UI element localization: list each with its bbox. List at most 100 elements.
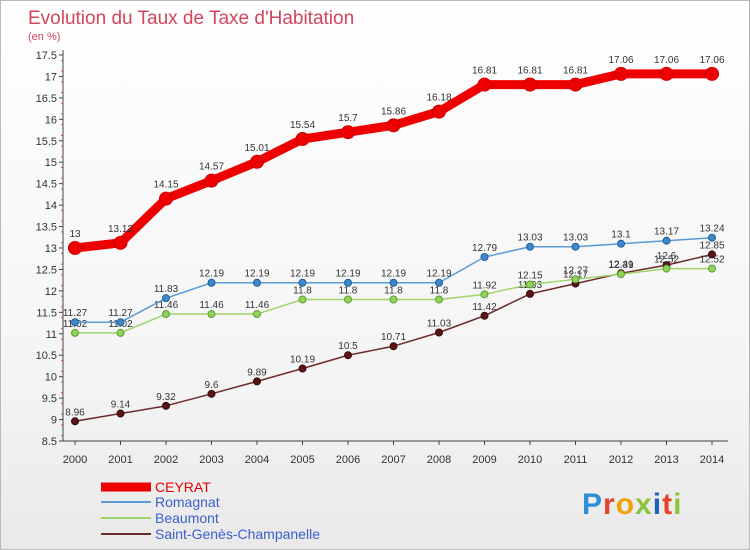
data-label: 12.17 <box>563 270 588 281</box>
logo-letter: t <box>662 488 674 521</box>
data-point <box>159 191 173 206</box>
data-label: 15.54 <box>290 120 315 131</box>
data-label: 10.19 <box>290 355 315 366</box>
data-point <box>253 310 261 319</box>
data-label: 11.46 <box>245 300 270 311</box>
data-label: 12.52 <box>654 255 679 266</box>
data-point <box>435 295 443 304</box>
data-label: 11.8 <box>430 285 449 296</box>
series-romagnat: 11.27 11.27 11.83 12.19 12.19 12.19 12.19 12.19… <box>63 224 725 327</box>
legend: CEYRATRomagnatBeaumontSaint-Genès-Champa… <box>101 479 320 542</box>
data-label: 15.01 <box>244 143 269 154</box>
data-label: 13.1 <box>611 230 631 241</box>
data-point <box>659 66 674 81</box>
data-label: 12.85 <box>699 240 724 251</box>
data-point <box>113 235 128 250</box>
logo-letter: o <box>615 488 636 521</box>
data-point <box>116 409 125 418</box>
series-ceyrat: 13 13.12 14.15 14.57 15.01 15.54 15.7 15.86 16.1… <box>68 55 725 255</box>
data-label: 15.7 <box>338 113 358 124</box>
y-tick-label: 15 <box>45 157 57 169</box>
data-point <box>207 278 216 287</box>
data-point <box>344 351 352 360</box>
legend-label: Beaumont <box>155 510 219 526</box>
series-beaumont: 11.0211.0211.4611.4611.4611.811.811.811.… <box>63 255 725 337</box>
data-point <box>526 289 534 298</box>
data-label: 12.52 <box>699 255 724 266</box>
data-point <box>204 173 219 188</box>
data-point <box>389 342 398 351</box>
data-point <box>389 295 398 304</box>
y-tick-label: 16.5 <box>36 93 57 105</box>
y-tick-label: 16 <box>45 114 57 126</box>
data-point <box>617 270 625 279</box>
y-tick-label: 15.5 <box>36 136 57 148</box>
data-label: 15.86 <box>381 106 406 117</box>
y-tick-label: 13 <box>45 243 57 255</box>
legend-label: Saint-Genès-Champanelle <box>155 526 320 542</box>
data-point <box>477 77 492 92</box>
data-label: 16.81 <box>563 66 588 77</box>
data-point <box>705 66 719 81</box>
data-label: 11.42 <box>472 302 497 313</box>
data-label: 11.92 <box>472 280 497 291</box>
data-point <box>162 294 170 303</box>
data-label: 12.27 <box>563 265 588 276</box>
x-tick-label: 2011 <box>564 454 588 466</box>
data-point <box>298 364 307 373</box>
y-tick-label: 17.5 <box>36 50 57 62</box>
logo-letter: i <box>652 488 663 521</box>
data-label: 13 <box>69 229 81 240</box>
data-point <box>207 389 216 398</box>
data-point <box>526 280 534 289</box>
legend-label: CEYRAT <box>155 479 211 495</box>
data-point <box>708 264 716 273</box>
data-point <box>162 401 170 410</box>
x-tick-label: 2005 <box>290 454 314 466</box>
series-line <box>70 69 717 253</box>
data-point <box>207 310 216 319</box>
data-label: 14.57 <box>199 162 224 173</box>
data-label: 11.46 <box>199 300 224 311</box>
chart-unit-label: (en %) <box>28 31 60 43</box>
data-point <box>480 290 489 299</box>
data-label: 13.12 <box>108 224 133 235</box>
data-label: 12.15 <box>517 270 542 281</box>
x-tick-label: 2008 <box>427 454 451 466</box>
data-label: 12.19 <box>335 269 360 280</box>
data-label: 13.03 <box>563 233 588 244</box>
data-point <box>617 239 625 248</box>
data-point <box>708 250 716 259</box>
x-tick-label: 2000 <box>63 454 87 466</box>
data-point <box>480 253 489 262</box>
data-point <box>523 77 537 92</box>
y-tick-label: 9 <box>51 415 57 427</box>
data-label: 12.39 <box>608 260 633 271</box>
x-tick-label: 2006 <box>336 454 360 466</box>
y-tick-label: 14 <box>45 200 57 212</box>
data-label: 12.19 <box>199 269 224 280</box>
data-point <box>253 278 261 287</box>
data-label: 11.8 <box>293 285 312 296</box>
logo-letter: r <box>603 488 616 521</box>
data-label: 8.96 <box>65 407 85 418</box>
data-label: 17.06 <box>654 55 679 66</box>
y-tick-label: 8.5 <box>42 436 57 448</box>
data-label: 12.19 <box>426 269 451 280</box>
x-tick-label: 2012 <box>609 454 633 466</box>
data-point <box>526 242 534 251</box>
x-tick-label: 2007 <box>381 454 405 466</box>
data-label: 16.18 <box>426 93 451 104</box>
data-label: 12.41 <box>608 259 633 270</box>
x-tick-label: 2013 <box>654 454 678 466</box>
data-point <box>250 154 264 169</box>
data-label: 13.24 <box>699 224 724 235</box>
y-tick-label: 12 <box>45 286 57 298</box>
data-point <box>432 104 446 119</box>
data-point <box>116 328 125 337</box>
data-point <box>253 377 261 386</box>
y-tick-label: 10 <box>45 372 57 384</box>
x-tick-label: 2001 <box>108 454 132 466</box>
data-point <box>571 275 580 284</box>
